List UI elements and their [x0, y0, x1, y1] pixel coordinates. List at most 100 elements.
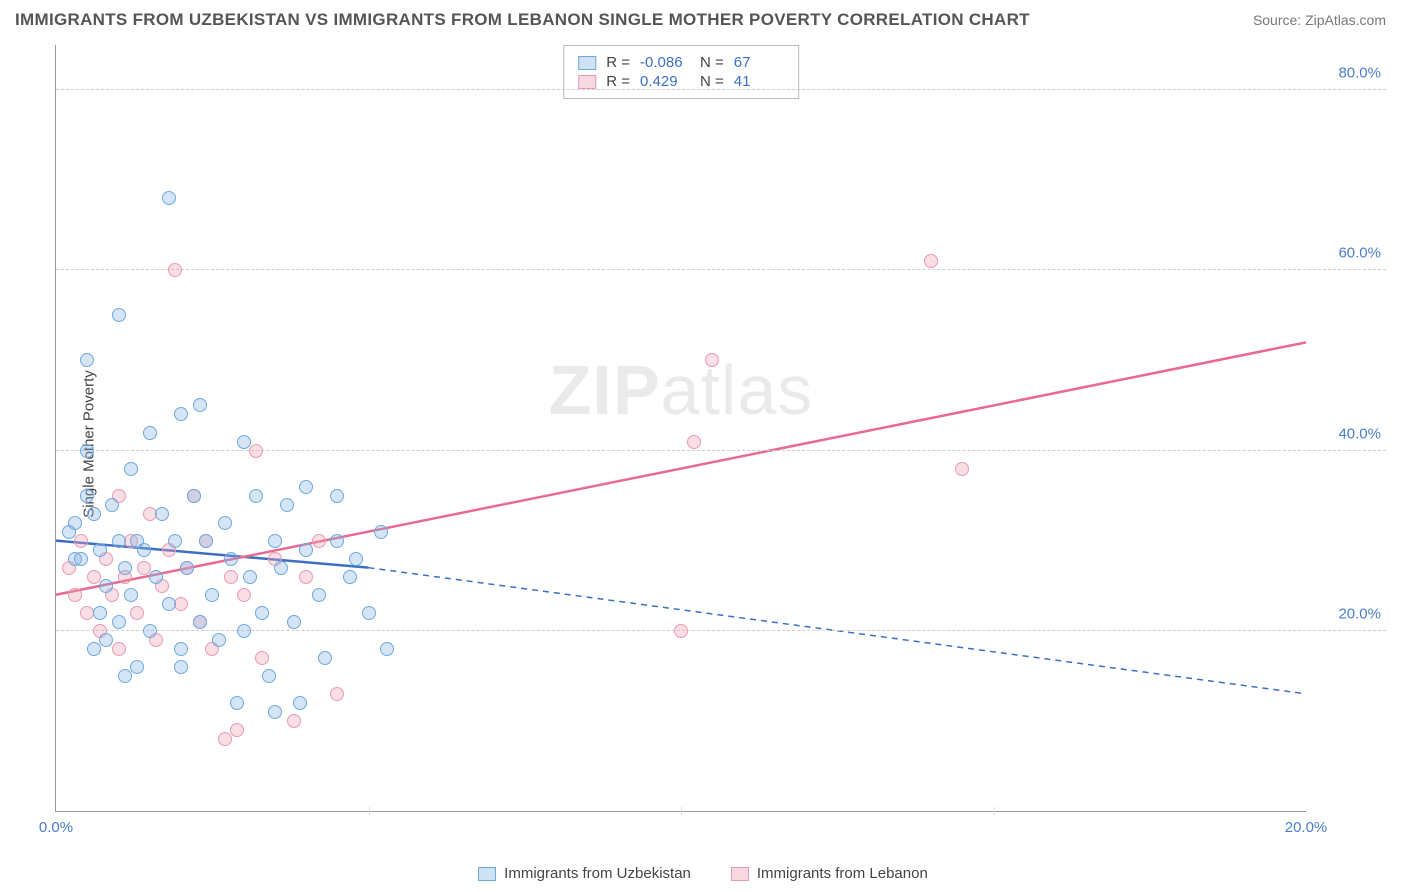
data-point: [330, 534, 344, 548]
x-minor-tick: [369, 807, 370, 815]
data-point: [687, 435, 701, 449]
data-point: [287, 714, 301, 728]
data-point: [262, 669, 276, 683]
data-point: [268, 534, 282, 548]
n-label: N =: [700, 73, 724, 90]
data-point: [112, 308, 126, 322]
data-point: [74, 552, 88, 566]
data-point: [705, 353, 719, 367]
data-point: [230, 723, 244, 737]
x-minor-tick: [994, 807, 995, 815]
y-tick-label: 40.0%: [1338, 425, 1381, 442]
y-tick-label: 60.0%: [1338, 245, 1381, 262]
data-point: [87, 507, 101, 521]
data-point: [130, 606, 144, 620]
data-point: [99, 579, 113, 593]
data-point: [112, 534, 126, 548]
data-point: [293, 696, 307, 710]
data-point: [105, 498, 119, 512]
data-point: [112, 615, 126, 629]
data-point: [199, 534, 213, 548]
data-point: [268, 705, 282, 719]
data-point: [143, 624, 157, 638]
data-point: [174, 660, 188, 674]
swatch-blue-icon: [478, 867, 496, 881]
data-point: [118, 561, 132, 575]
data-point: [330, 489, 344, 503]
data-point: [674, 624, 688, 638]
x-tick-label: 0.0%: [39, 819, 73, 836]
data-point: [155, 507, 169, 521]
legend-label: Immigrants from Lebanon: [757, 865, 928, 882]
data-point: [224, 552, 238, 566]
data-point: [124, 462, 138, 476]
data-point: [87, 570, 101, 584]
data-point: [118, 669, 132, 683]
r-label: R =: [606, 54, 630, 71]
data-point: [168, 534, 182, 548]
data-point: [99, 633, 113, 647]
data-point: [130, 660, 144, 674]
r-value: 0.429: [640, 73, 690, 90]
data-point: [249, 489, 263, 503]
stats-row-1: R = -0.086 N = 67: [578, 54, 784, 71]
swatch-pink-icon: [578, 75, 596, 89]
data-point: [93, 543, 107, 557]
data-point: [174, 597, 188, 611]
data-point: [80, 444, 94, 458]
data-point: [255, 651, 269, 665]
data-point: [255, 606, 269, 620]
data-point: [112, 642, 126, 656]
data-point: [237, 624, 251, 638]
data-point: [318, 651, 332, 665]
data-point: [124, 588, 138, 602]
data-point: [205, 588, 219, 602]
data-point: [174, 642, 188, 656]
chart-area: Single Mother Poverty ZIPatlas R = -0.08…: [45, 45, 1386, 842]
data-point: [274, 561, 288, 575]
data-point: [149, 570, 163, 584]
data-point: [68, 588, 82, 602]
data-point: [218, 516, 232, 530]
data-point: [180, 561, 194, 575]
data-point: [174, 407, 188, 421]
plot-region: ZIPatlas R = -0.086 N = 67 R = 0.429 N =…: [55, 45, 1306, 812]
data-point: [924, 254, 938, 268]
data-point: [218, 732, 232, 746]
x-minor-tick: [681, 807, 682, 815]
data-point: [280, 498, 294, 512]
data-point: [137, 561, 151, 575]
data-point: [137, 543, 151, 557]
data-point: [230, 696, 244, 710]
bottom-legend: Immigrants from Uzbekistan Immigrants fr…: [0, 865, 1406, 882]
data-point: [224, 570, 238, 584]
data-point: [349, 552, 363, 566]
data-point: [299, 543, 313, 557]
data-point: [343, 570, 357, 584]
data-point: [143, 426, 157, 440]
stats-legend: R = -0.086 N = 67 R = 0.429 N = 41: [563, 45, 799, 99]
data-point: [68, 516, 82, 530]
data-point: [162, 191, 176, 205]
legend-item-lebanon: Immigrants from Lebanon: [731, 865, 928, 882]
data-point: [312, 534, 326, 548]
data-point: [312, 588, 326, 602]
data-point: [80, 489, 94, 503]
data-point: [74, 534, 88, 548]
source-label: Source: ZipAtlas.com: [1253, 12, 1386, 28]
r-label: R =: [606, 73, 630, 90]
legend-label: Immigrants from Uzbekistan: [504, 865, 691, 882]
data-point: [249, 444, 263, 458]
data-point: [93, 606, 107, 620]
n-value: 67: [734, 54, 784, 71]
x-tick-label: 20.0%: [1285, 819, 1328, 836]
y-tick-label: 20.0%: [1338, 605, 1381, 622]
data-point: [187, 489, 201, 503]
trend-lines: [56, 45, 1306, 811]
data-point: [362, 606, 376, 620]
data-point: [168, 263, 182, 277]
data-point: [237, 435, 251, 449]
n-value: 41: [734, 73, 784, 90]
data-point: [243, 570, 257, 584]
swatch-pink-icon: [731, 867, 749, 881]
